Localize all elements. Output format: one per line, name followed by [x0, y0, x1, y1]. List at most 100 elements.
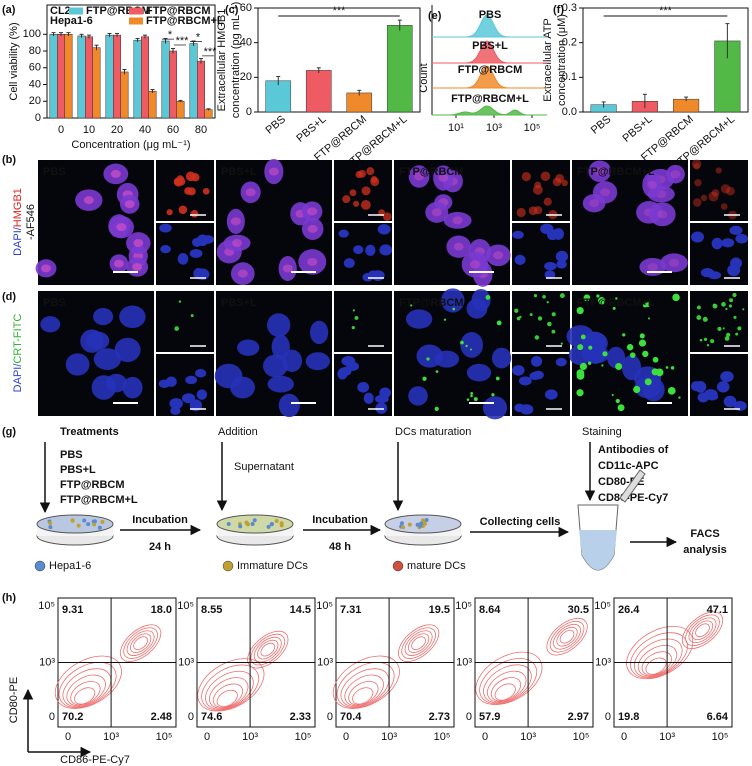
quadrant-value: 70.4 — [340, 711, 362, 723]
nucleus-signal — [41, 264, 52, 273]
group-label: PBS — [43, 166, 66, 178]
marker-signal — [353, 200, 360, 207]
bar — [49, 34, 58, 119]
bar — [161, 40, 170, 119]
contour — [549, 620, 585, 653]
crt-signal — [452, 307, 456, 311]
cell — [252, 518, 257, 523]
nucleus-signal — [431, 208, 442, 217]
x-tick-label: PBS — [589, 113, 614, 136]
y-tick-label: 0.2 — [562, 37, 577, 49]
nucleus — [408, 165, 430, 188]
nucleus — [729, 225, 743, 235]
nucleus-signal — [124, 200, 135, 209]
y-axis-label: concentration (pg mL⁻¹) — [230, 2, 242, 118]
nucleus-signal — [307, 257, 318, 266]
contour — [212, 683, 244, 708]
marker-signal — [537, 316, 543, 321]
y-tick-label: 60 — [29, 62, 41, 74]
x-tick-label: 40 — [139, 124, 151, 136]
x-tick-label: 10⁵ — [712, 731, 729, 743]
marker-signal — [366, 167, 375, 176]
contour — [695, 623, 710, 638]
crt-signal — [615, 398, 620, 404]
cell — [419, 521, 424, 526]
marker-signal — [724, 336, 730, 341]
nucleus-signal — [232, 238, 243, 247]
group-label: FTP@RBCM+L — [577, 166, 655, 178]
crt-signal — [665, 366, 669, 369]
contour — [688, 617, 717, 644]
nucleus — [691, 231, 705, 243]
bar — [148, 90, 157, 119]
contour — [257, 639, 279, 660]
marker-signal — [178, 205, 188, 215]
nucleus — [514, 254, 526, 266]
crt-signal — [460, 340, 464, 345]
significance: *** — [333, 5, 347, 17]
contour — [253, 636, 282, 663]
nucleus — [531, 355, 543, 367]
histogram-label: FTP@RBCM+L — [451, 93, 529, 105]
nucleus — [343, 258, 355, 269]
contour — [546, 617, 588, 656]
y-tick-label: 0 — [605, 711, 611, 723]
y-tick-label: 40 — [240, 37, 252, 49]
panel-label: (e) — [428, 10, 442, 22]
crt-signal — [434, 406, 439, 411]
contour — [553, 623, 581, 650]
cell — [226, 521, 231, 526]
marker-signal — [742, 308, 745, 311]
cell — [401, 525, 406, 530]
nucleus — [375, 402, 388, 414]
x-tick-label: 80 — [195, 124, 207, 136]
y-tick-label: 0 — [35, 112, 41, 124]
quadrant-value: 57.9 — [479, 711, 500, 723]
marker-signal — [174, 326, 179, 331]
nucleus — [363, 392, 374, 404]
marker-signal — [370, 175, 378, 183]
contour — [475, 651, 543, 705]
nucleus — [607, 346, 626, 369]
marker-signal — [351, 325, 355, 330]
nucleus — [446, 235, 472, 258]
marker-signal — [166, 209, 173, 216]
marker-signal — [706, 343, 710, 347]
contour — [490, 677, 522, 702]
marker-signal — [691, 159, 702, 169]
panel-label: (f) — [553, 4, 564, 16]
nucleus — [443, 212, 472, 229]
significance: *** — [204, 46, 218, 58]
quadrant-value: 26.4 — [618, 604, 640, 616]
crt-signal — [602, 351, 608, 357]
legend-group: Hepa1-6 — [50, 15, 93, 27]
y-tick-label: 20 — [240, 71, 252, 83]
nucleus — [546, 229, 559, 241]
nucleus — [267, 375, 294, 393]
cell — [420, 518, 425, 523]
bar — [204, 109, 213, 119]
group-label: PBS — [43, 297, 66, 309]
plot-frame — [257, 7, 421, 113]
nucleus — [512, 365, 525, 376]
quadrant-value: 8.64 — [479, 604, 501, 616]
marker-signal — [533, 294, 538, 298]
nucleus — [159, 223, 172, 233]
legend-swatch — [69, 7, 83, 15]
contour — [401, 627, 436, 659]
bar — [189, 43, 198, 119]
nucleus — [529, 371, 541, 381]
marker-signal — [561, 179, 568, 187]
x-tick-label: 20 — [111, 124, 123, 136]
cell — [86, 522, 91, 527]
x-tick-label: 10³ — [242, 731, 258, 743]
label-marker: HMGB1 — [12, 188, 24, 227]
cell — [100, 520, 105, 525]
nucleus — [278, 393, 300, 418]
nucleus — [169, 398, 183, 409]
bar — [265, 80, 292, 113]
significance: *** — [659, 5, 673, 17]
schematic-text: FTP@RBCM+L — [60, 494, 138, 506]
crt-signal — [435, 370, 439, 373]
nucleus — [362, 272, 374, 282]
